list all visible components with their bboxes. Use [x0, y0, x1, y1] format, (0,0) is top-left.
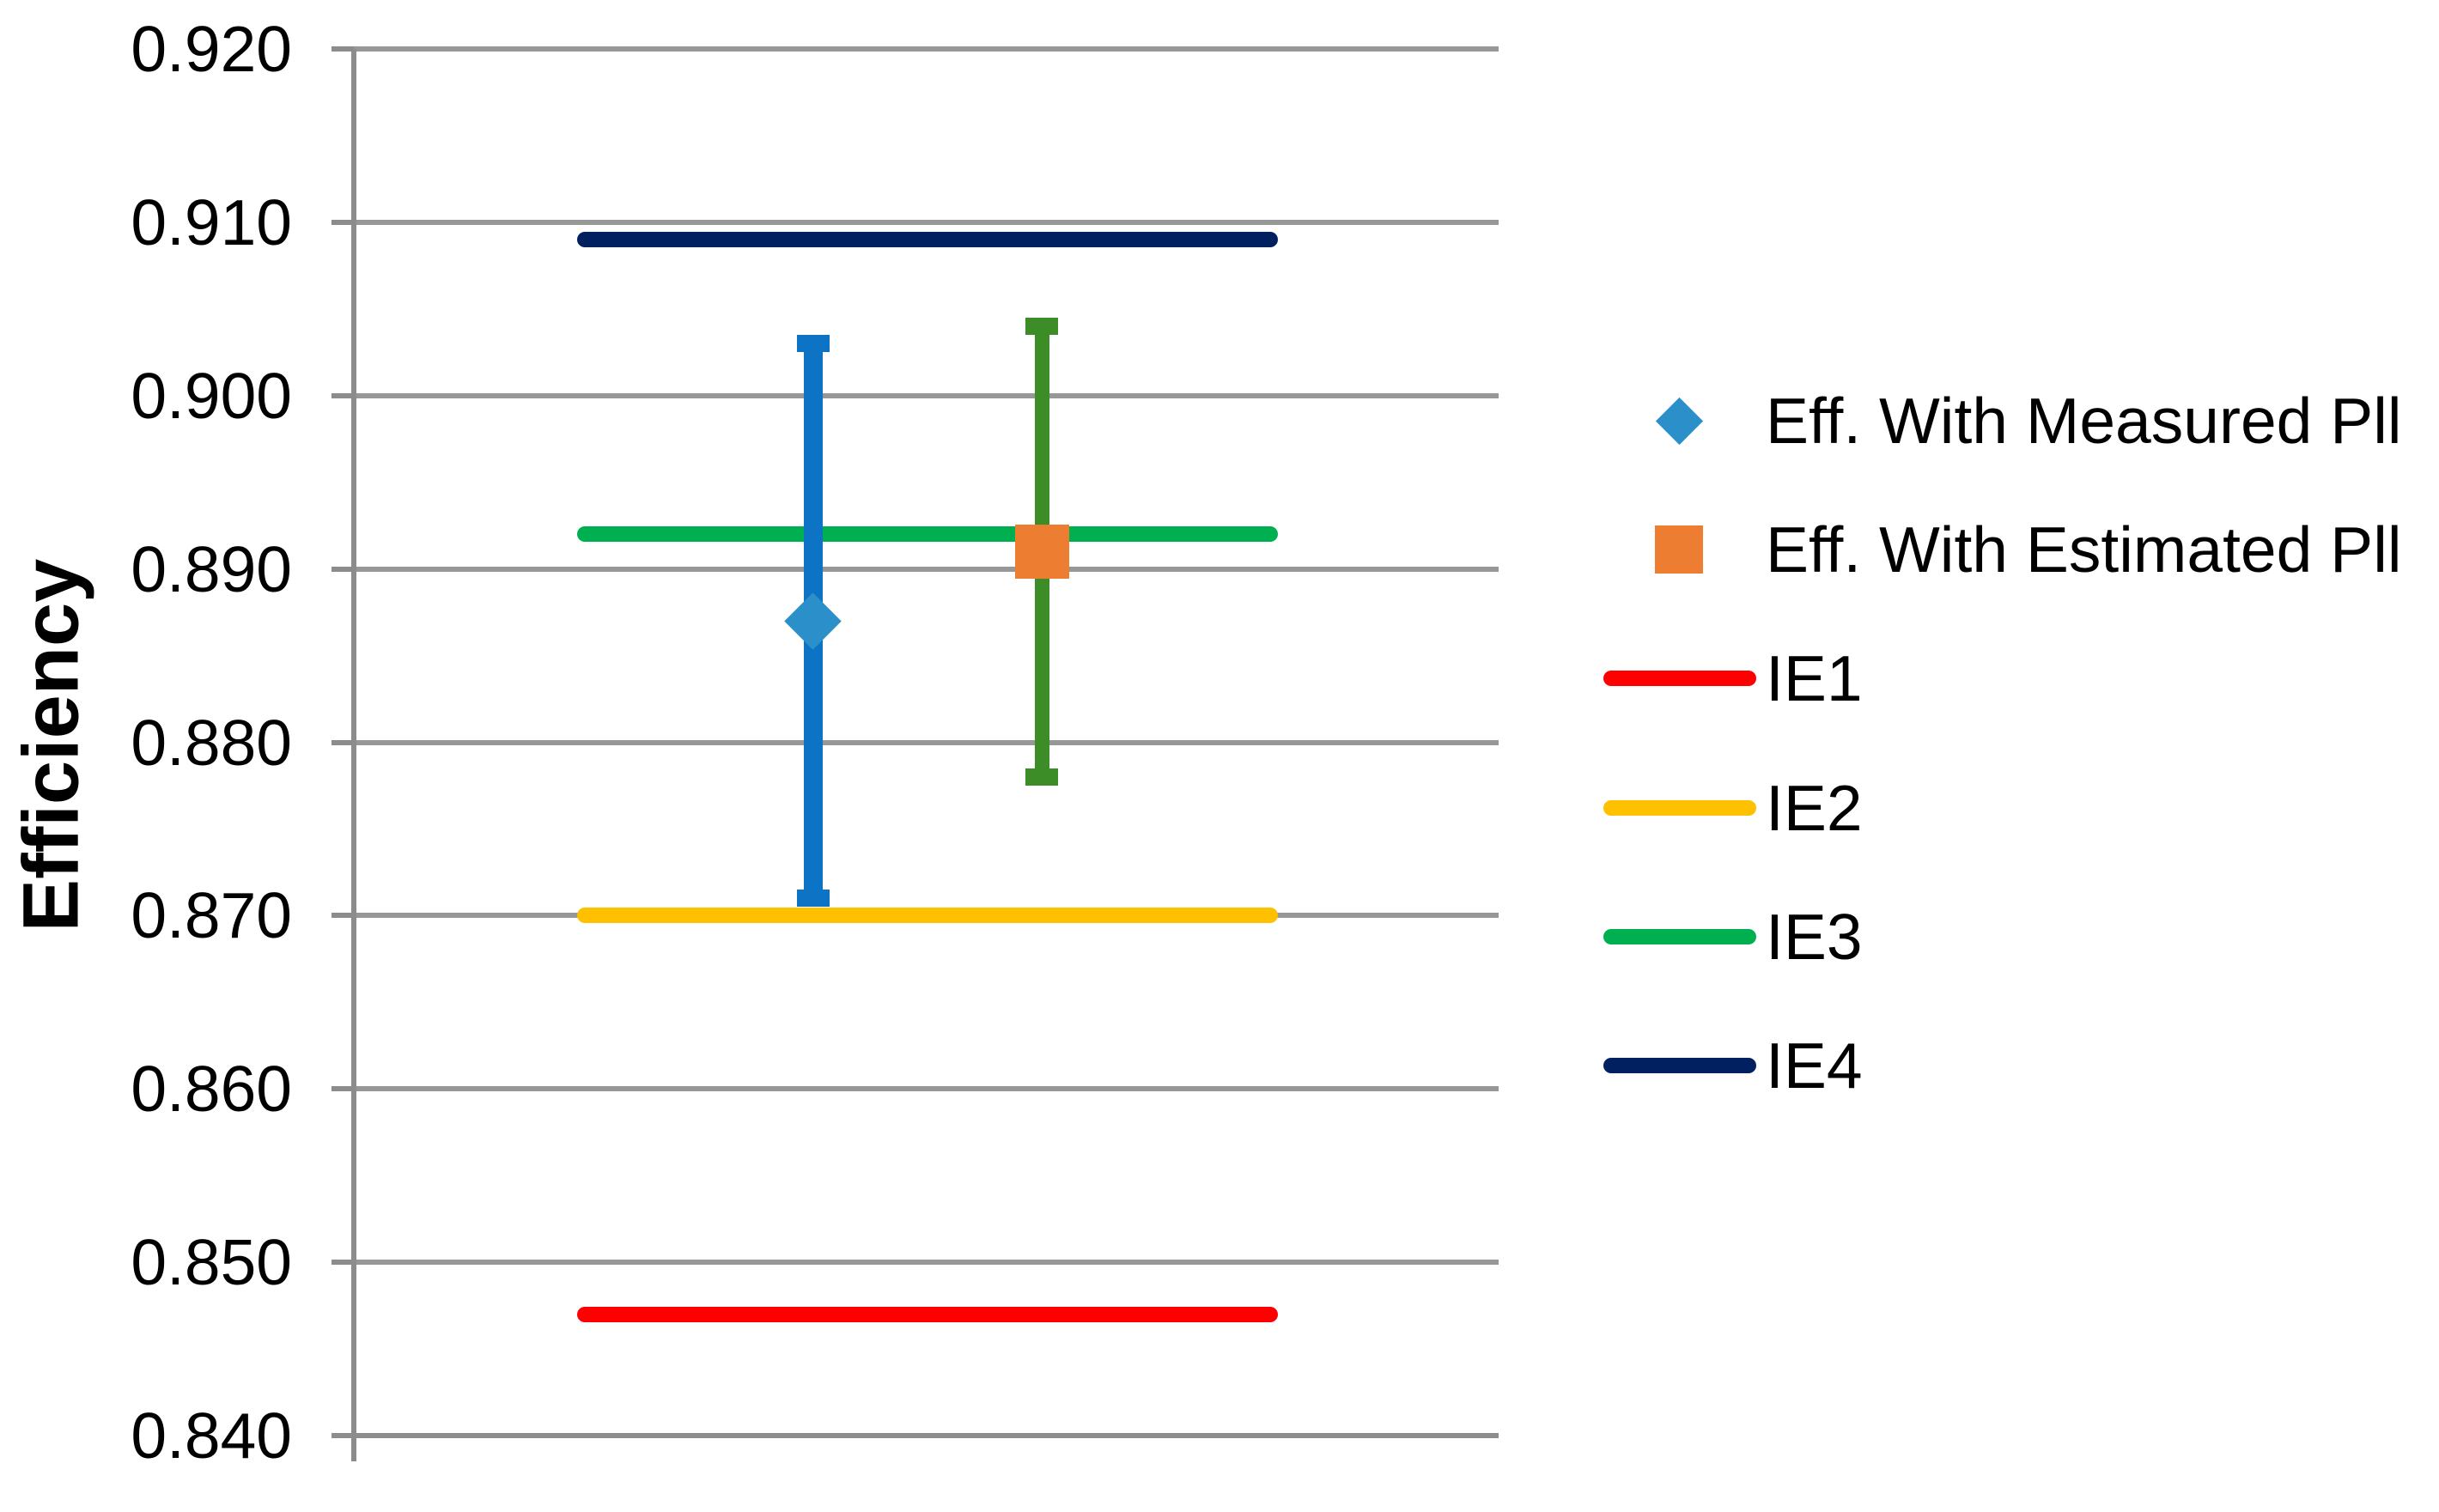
legend-label: Eff. With Estimated Pll: [1766, 513, 2402, 586]
y-axis-line: [351, 49, 356, 1436]
legend-line-icon: [1603, 800, 1756, 816]
y-axis-tick: [331, 1433, 354, 1438]
y-axis-tick: [331, 392, 354, 398]
y-axis-tick-label: 0.840: [131, 1400, 292, 1472]
legend-line-icon: [1603, 671, 1756, 686]
y-axis-tick: [331, 1086, 354, 1092]
y-axis-tick-label: 0.860: [131, 1053, 292, 1126]
y-axis-tick: [331, 1260, 354, 1266]
legend-label: IE4: [1766, 1029, 1863, 1102]
error-bar-cap: [796, 890, 830, 908]
y-axis-tick-label: 0.910: [131, 185, 292, 258]
y-axis-tick-label: 0.870: [131, 879, 292, 952]
gridline: [354, 1260, 1499, 1266]
legend-diamond-icon: [1655, 397, 1703, 445]
gridline: [354, 739, 1499, 745]
y-axis-tick: [331, 913, 354, 919]
class-line-ie4: [577, 232, 1278, 248]
class-line-ie3: [577, 526, 1278, 543]
y-axis-tick-label: 0.920: [131, 13, 292, 85]
legend-line-icon: [1603, 929, 1756, 944]
gridline: [354, 46, 1499, 52]
y-axis-tick: [331, 219, 354, 225]
estimated-point-marker: [1014, 524, 1069, 579]
class-line-ie2: [577, 908, 1278, 924]
error-bar-cap: [1025, 768, 1059, 786]
legend-label: Eff. With Measured Pll: [1766, 385, 2402, 457]
legend-square-icon: [1655, 525, 1703, 574]
error-bar-cap: [796, 335, 830, 353]
legend-label: IE3: [1766, 901, 1863, 973]
y-axis-tick: [331, 566, 354, 572]
y-axis-tick-label: 0.900: [131, 359, 292, 432]
gridline: [354, 566, 1499, 572]
x-axis-line: [354, 1433, 1499, 1438]
gridline: [354, 219, 1499, 225]
y-axis-tick: [331, 739, 354, 745]
legend-label: IE2: [1766, 772, 1863, 844]
x-axis-tick: [351, 1436, 356, 1461]
legend-label: IE1: [1766, 642, 1863, 714]
class-line-ie1: [577, 1306, 1278, 1322]
y-axis-tick-label: 0.890: [131, 532, 292, 605]
y-axis-tick: [331, 46, 354, 52]
legend-line-icon: [1603, 1058, 1756, 1073]
measured-point-marker: [784, 592, 842, 650]
gridline: [354, 1086, 1499, 1092]
y-axis-tick-label: 0.850: [131, 1226, 292, 1299]
gridline: [354, 392, 1499, 398]
y-axis-tick-label: 0.880: [131, 706, 292, 779]
error-bar-cap: [1025, 318, 1059, 335]
